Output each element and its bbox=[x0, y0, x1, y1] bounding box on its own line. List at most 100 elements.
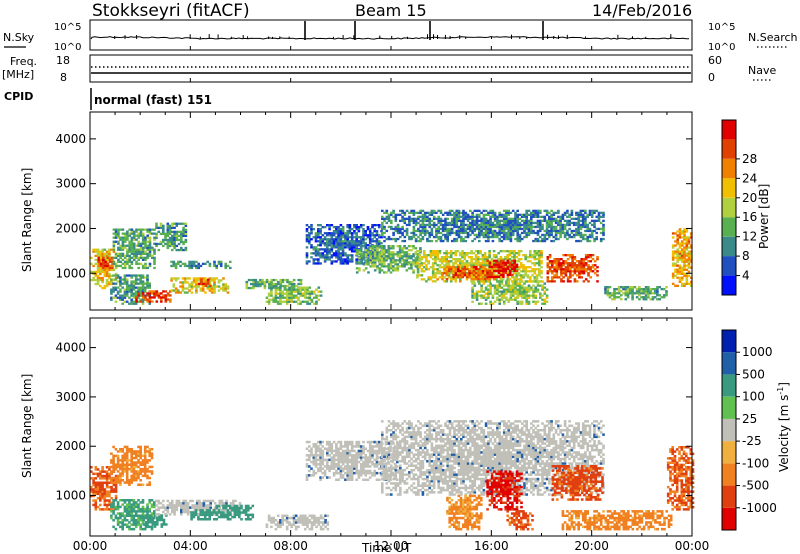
heatmap-cell bbox=[153, 256, 156, 259]
heatmap-cell bbox=[92, 503, 95, 507]
heatmap-cell bbox=[116, 465, 120, 469]
heatmap-cell bbox=[484, 217, 488, 220]
heatmap-cell bbox=[495, 269, 498, 272]
heatmap-cell bbox=[123, 465, 127, 469]
heatmap-cell bbox=[416, 269, 420, 272]
heatmap-cell bbox=[425, 256, 428, 259]
heatmap-cell bbox=[419, 229, 422, 233]
heatmap-cell bbox=[283, 286, 287, 290]
heatmap-cell bbox=[559, 221, 562, 225]
heatmap-cell bbox=[530, 225, 533, 229]
heatmap-cell bbox=[602, 213, 605, 216]
heatmap-cell bbox=[103, 474, 107, 478]
heatmap-cell bbox=[530, 231, 533, 235]
heatmap-cell bbox=[319, 232, 322, 235]
heatmap-cell bbox=[681, 270, 684, 273]
heatmap-cell bbox=[586, 229, 589, 233]
heatmap-cell bbox=[460, 219, 463, 222]
heatmap-cell bbox=[414, 265, 418, 268]
heatmap-cell bbox=[464, 211, 468, 214]
heatmap-cell bbox=[584, 215, 587, 218]
heatmap-cell bbox=[470, 273, 474, 277]
heatmap-cell bbox=[130, 450, 133, 453]
heatmap-cell bbox=[362, 245, 366, 248]
heatmap-cell bbox=[491, 211, 495, 214]
heatmap-cell bbox=[571, 254, 574, 257]
heatmap-cell bbox=[146, 252, 149, 255]
heatmap-cell bbox=[123, 296, 127, 299]
heatmap-cell bbox=[339, 224, 343, 227]
heatmap-cell bbox=[678, 264, 682, 267]
heatmap-cell bbox=[685, 242, 689, 245]
heatmap-cell bbox=[344, 254, 347, 257]
heatmap-cell bbox=[513, 256, 516, 259]
heatmap-cell bbox=[421, 215, 425, 218]
heatmap-cell bbox=[591, 264, 595, 267]
heatmap-cell bbox=[119, 450, 122, 453]
heatmap-cell bbox=[534, 302, 538, 305]
heatmap-cell bbox=[116, 461, 120, 464]
heatmap-cell bbox=[483, 258, 487, 261]
heatmap-cell bbox=[117, 228, 120, 231]
heatmap-cell bbox=[638, 290, 641, 293]
heatmap-cell bbox=[224, 283, 227, 286]
heatmap-cell bbox=[99, 256, 103, 259]
heatmap-cell bbox=[595, 227, 598, 231]
heatmap-cell bbox=[128, 234, 131, 237]
heatmap-cell bbox=[141, 280, 145, 283]
heatmap-cell bbox=[123, 260, 127, 263]
heatmap-cell bbox=[317, 250, 320, 253]
heatmap-cell bbox=[110, 488, 113, 491]
heatmap-cell bbox=[97, 264, 101, 268]
heatmap-cell bbox=[279, 300, 282, 303]
heatmap-cell bbox=[339, 260, 343, 263]
heatmap-cell bbox=[360, 259, 363, 262]
heatmap-cell bbox=[328, 244, 331, 247]
heatmap-cell bbox=[507, 209, 510, 212]
heatmap-cell bbox=[371, 257, 375, 260]
heatmap-cell bbox=[308, 234, 311, 237]
heatmap-cell bbox=[146, 461, 149, 464]
heatmap-cell bbox=[488, 268, 491, 271]
heatmap-cell bbox=[128, 258, 131, 261]
heatmap-cell bbox=[153, 292, 156, 295]
heatmap-cell bbox=[557, 209, 560, 212]
heatmap-cell bbox=[125, 467, 129, 471]
heatmap-cell bbox=[148, 250, 152, 253]
heatmap-cell bbox=[99, 483, 102, 487]
heatmap-cell bbox=[570, 217, 574, 220]
heatmap-cell bbox=[511, 263, 514, 266]
heatmap-cell bbox=[362, 251, 366, 254]
heatmap-cell bbox=[306, 300, 309, 303]
heatmap-cell bbox=[516, 209, 519, 212]
heatmap-cell bbox=[555, 274, 559, 277]
heatmap-cell bbox=[504, 263, 507, 266]
heatmap-cell bbox=[380, 247, 384, 250]
heatmap-cell bbox=[566, 223, 569, 227]
heatmap-cell bbox=[360, 245, 363, 248]
heatmap-cell bbox=[108, 254, 111, 257]
heatmap-cell bbox=[360, 255, 363, 258]
heatmap-cell bbox=[416, 253, 420, 256]
heatmap-cell bbox=[362, 269, 366, 272]
heatmap-cell bbox=[676, 260, 679, 263]
heatmap-cell bbox=[593, 237, 596, 241]
heatmap-cell bbox=[517, 272, 521, 275]
heatmap-cell bbox=[162, 230, 165, 233]
heatmap-cell bbox=[575, 264, 579, 267]
heatmap-cell bbox=[128, 527, 131, 531]
heatmap-cell bbox=[578, 264, 581, 267]
heatmap-cell bbox=[335, 230, 338, 233]
heatmap-cell bbox=[357, 242, 361, 245]
heatmap-cell bbox=[144, 252, 147, 255]
heatmap-cell bbox=[137, 519, 140, 522]
heatmap-cell bbox=[428, 223, 431, 227]
heatmap-cell bbox=[412, 235, 416, 239]
heatmap-cell bbox=[337, 230, 340, 233]
heatmap-cell bbox=[530, 229, 533, 233]
heatmap-cell bbox=[305, 236, 309, 239]
heatmap-cell bbox=[678, 272, 682, 275]
heatmap-cell bbox=[529, 260, 532, 263]
heatmap-cell bbox=[279, 280, 282, 284]
heatmap-cell bbox=[114, 488, 118, 491]
